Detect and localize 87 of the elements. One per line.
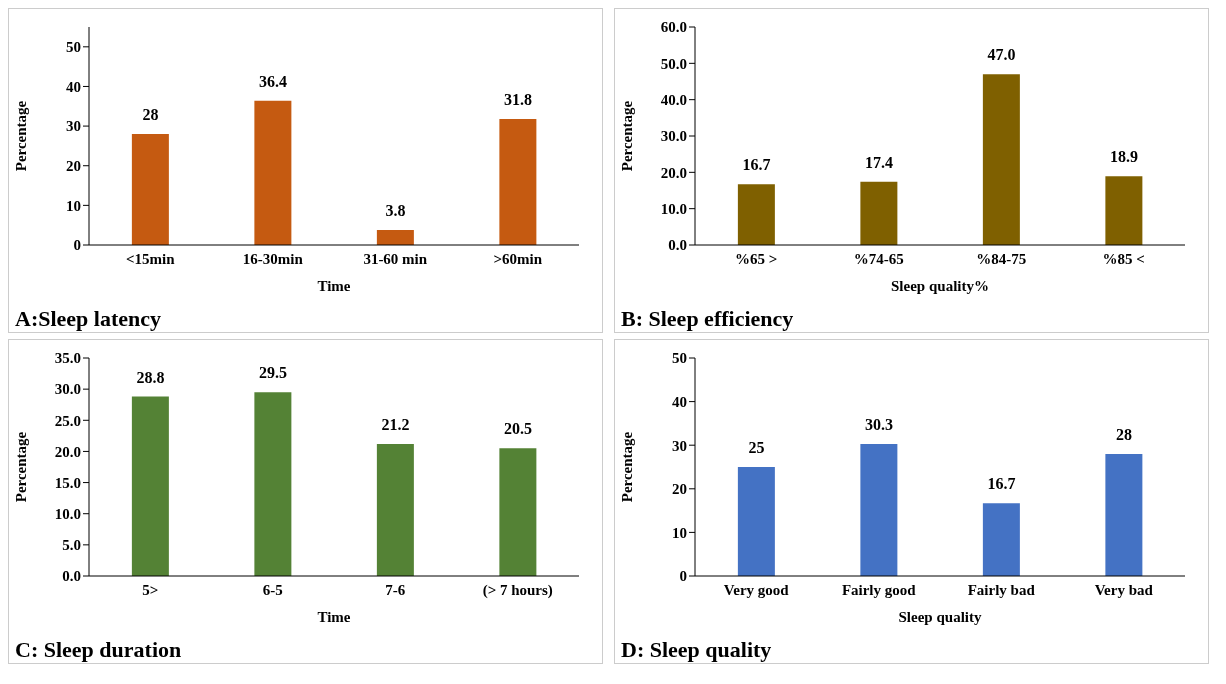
x-tick-label: >60min [493, 250, 543, 267]
x-axis-title: Sleep quality [898, 609, 982, 625]
x-axis-title: Sleep quality% [891, 278, 989, 294]
x-tick-label: 5> [142, 581, 159, 598]
y-tick-label: 5.0 [62, 537, 81, 554]
data-label: 3.8 [385, 201, 406, 219]
x-tick-label: %74-65 [853, 250, 904, 267]
x-tick-label: 16-30min [242, 250, 304, 267]
y-tick-label: 25.0 [54, 412, 81, 429]
x-axis-title: Time [317, 278, 351, 294]
bar [131, 134, 169, 245]
y-tick-label: 40.0 [660, 91, 687, 108]
data-label: 28 [1115, 425, 1132, 443]
data-label: 31.8 [503, 90, 532, 108]
data-label: 28.8 [136, 368, 165, 386]
y-tick-label: 10 [672, 524, 687, 541]
y-axis-title: Percentage [13, 431, 30, 503]
x-tick-label: 31-60 min [363, 250, 428, 267]
x-tick-label: Fairly bad [967, 581, 1036, 598]
y-tick-label: 10.0 [660, 200, 687, 217]
data-label: 28 [142, 106, 159, 124]
y-tick-label: 30 [672, 437, 687, 454]
y-tick-label: 10 [66, 197, 81, 214]
y-tick-label: 40 [66, 78, 81, 95]
x-tick-label: (> 7 hours) [482, 581, 553, 599]
y-tick-label: 0.0 [668, 237, 687, 254]
data-label: 21.2 [381, 415, 410, 433]
y-tick-label: 10.0 [54, 506, 81, 523]
y-tick-label: 15.0 [54, 474, 81, 491]
bar [376, 229, 414, 245]
text: A:Sleep latency [15, 306, 162, 332]
bar [737, 467, 775, 576]
x-tick-label: 7-6 [385, 581, 406, 598]
y-tick-label: 20 [66, 158, 81, 175]
bar [860, 443, 898, 576]
y-tick-label: 20.0 [660, 164, 687, 181]
x-axis-title: Time [317, 609, 351, 625]
y-tick-label: 0 [73, 237, 81, 254]
y-tick-label: 20.0 [54, 443, 81, 460]
y-tick-label: 30 [66, 118, 81, 135]
x-tick-label: %85 < [1102, 250, 1145, 267]
y-tick-label: 30.0 [660, 128, 687, 145]
x-tick-label: Fairly good [841, 581, 917, 598]
text: C: Sleep duration [15, 637, 182, 663]
bar [1105, 176, 1143, 245]
text: D: Sleep quality [621, 637, 772, 663]
y-tick-label: 35.0 [54, 350, 81, 367]
data-label: 36.4 [258, 72, 287, 90]
data-label: 16.7 [987, 475, 1016, 493]
bar [982, 503, 1020, 576]
y-tick-label: 50 [66, 39, 81, 56]
bar [1105, 453, 1143, 576]
y-tick-label: 50 [672, 350, 687, 367]
y-tick-label: 60.0 [660, 19, 687, 36]
x-tick-label: Very good [723, 581, 790, 598]
bar [982, 74, 1020, 245]
x-tick-label: %84-75 [976, 250, 1027, 267]
bar [254, 100, 292, 245]
y-tick-label: 50.0 [660, 55, 687, 72]
y-axis-title: Percentage [619, 100, 636, 172]
data-label: 30.3 [864, 415, 893, 433]
x-tick-label: <15min [125, 250, 176, 267]
bar [254, 392, 292, 576]
data-label: 16.7 [742, 156, 771, 174]
text: B: Sleep efficiency [621, 306, 794, 332]
bar [860, 181, 898, 245]
y-tick-label: 20 [672, 481, 687, 498]
y-tick-label: 0 [679, 568, 687, 585]
y-tick-label: 40 [672, 393, 687, 410]
x-tick-label: 6-5 [262, 581, 283, 598]
x-tick-label: Very bad [1094, 581, 1154, 598]
data-label: 25 [748, 439, 765, 456]
data-label: 47.0 [987, 46, 1016, 64]
data-label: 18.9 [1109, 148, 1138, 166]
x-tick-label: %65 > [735, 250, 778, 267]
bar [376, 443, 414, 576]
y-axis-title: Percentage [13, 100, 30, 172]
data-label: 17.4 [864, 153, 893, 171]
y-tick-label: 30.0 [54, 381, 81, 398]
bar [499, 448, 537, 576]
bar [131, 396, 169, 576]
bar [499, 118, 537, 245]
data-label: 29.5 [258, 364, 287, 382]
data-label: 20.5 [503, 420, 532, 438]
bar [737, 184, 775, 245]
y-axis-title: Percentage [619, 431, 636, 503]
y-tick-label: 0.0 [62, 568, 81, 585]
